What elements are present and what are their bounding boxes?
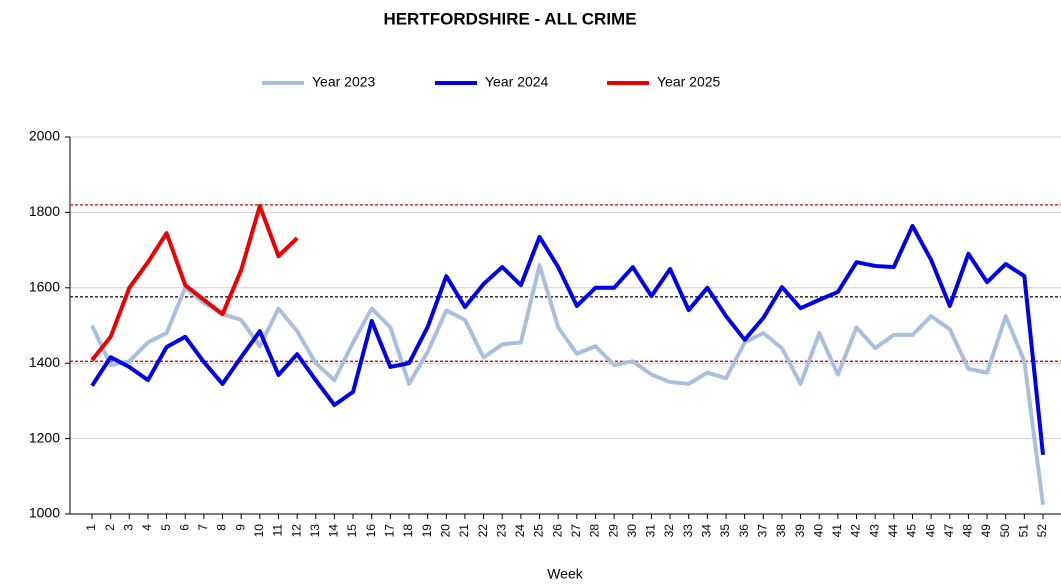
series-line [90,203,299,362]
x-tick-label: 35 [718,524,732,538]
x-tick-label: 26 [550,524,564,538]
x-tick-label: 14 [327,524,341,538]
legend-label: Year 2024 [485,74,549,90]
series-line [90,263,1045,505]
x-tick-label: 18 [401,524,415,538]
x-tick-label: 51 [1017,524,1031,538]
x-tick-label: 27 [569,524,583,538]
x-tick-label: 23 [494,524,508,538]
x-tick-label: 25 [532,524,546,538]
x-tick-label: 6 [177,524,191,531]
x-tick-label: 48 [961,524,975,538]
y-tick-label: 1000 [29,505,60,521]
x-tick-label: 43 [867,524,881,538]
x-tick-label: 45 [905,524,919,538]
x-tick-label: 31 [644,524,658,538]
y-tick-label: 1400 [29,354,60,370]
x-tick-label: 4 [140,524,154,531]
series-line [90,223,1045,456]
x-tick-label: 24 [513,524,527,538]
x-tick-label: 11 [271,524,285,537]
y-tick-label: 2000 [29,128,60,144]
x-tick-label: 28 [588,524,602,538]
x-tick-label: 2 [103,524,117,531]
legend-label: Year 2023 [312,74,376,90]
x-tick-label: 39 [793,524,807,538]
x-tick-label: 30 [625,524,639,538]
y-tick-label: 1600 [29,279,60,295]
y-tick-label: 1800 [29,203,60,219]
x-tick-label: 19 [420,524,434,538]
x-tick-label: 5 [159,524,173,531]
x-tick-label: 7 [196,524,210,531]
x-tick-label: 20 [438,524,452,538]
x-tick-label: 10 [252,524,266,538]
x-tick-label: 33 [681,524,695,538]
x-tick-label: 8 [215,524,229,531]
x-tick-label: 38 [774,524,788,538]
x-tick-label: 47 [942,524,956,538]
x-tick-label: 52 [1035,524,1049,538]
x-tick-label: 13 [308,524,322,538]
x-tick-label: 34 [700,524,714,538]
x-tick-label: 29 [606,524,620,538]
x-tick-label: 21 [457,524,471,538]
legend-label: Year 2025 [657,74,721,90]
x-tick-label: 36 [737,524,751,538]
x-tick-label: 49 [979,524,993,538]
x-tick-label: 32 [662,524,676,538]
x-tick-label: 41 [830,524,844,538]
x-tick-label: 42 [849,524,863,538]
y-tick-label: 1200 [29,429,60,445]
x-axis-label: Week [547,566,584,582]
x-tick-label: 9 [233,524,247,531]
x-tick-label: 50 [998,524,1012,538]
x-tick-label: 15 [345,524,359,538]
x-tick-label: 46 [923,524,937,538]
x-tick-label: 22 [476,524,490,538]
x-tick-label: 17 [383,524,397,538]
x-tick-label: 1 [84,524,98,531]
x-tick-label: 44 [886,524,900,538]
x-tick-label: 3 [121,524,135,531]
x-tick-label: 16 [364,524,378,538]
x-tick-label: 12 [289,524,303,538]
x-tick-label: 37 [755,524,769,538]
chart-title: HERTFORDSHIRE - ALL CRIME [383,9,636,28]
x-tick-label: 40 [811,524,825,538]
